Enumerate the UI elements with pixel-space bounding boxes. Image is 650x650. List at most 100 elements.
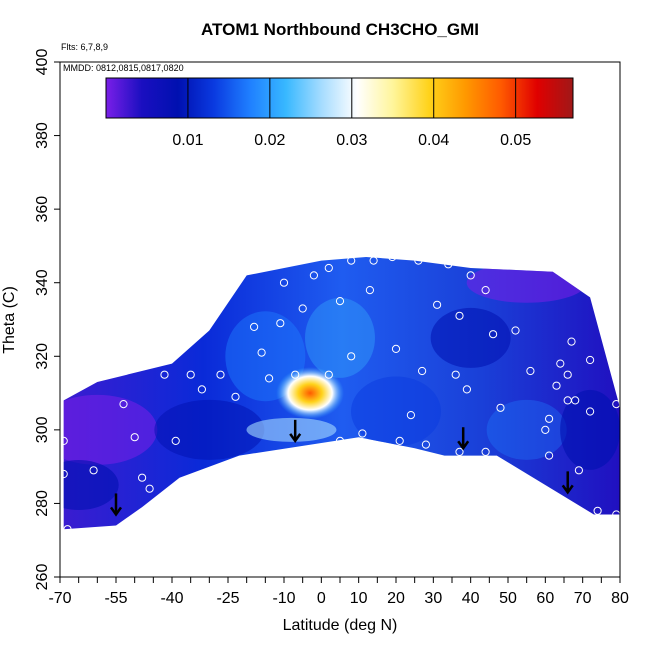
- sample-point: [444, 260, 453, 269]
- heatmap-patch: [154, 399, 265, 460]
- heatmap-patch: [560, 389, 620, 470]
- sample-point: [63, 525, 72, 534]
- x-tick-label: 70: [574, 590, 592, 607]
- sample-point: [186, 370, 195, 379]
- sample-point: [324, 370, 333, 379]
- sample-point: [481, 286, 490, 295]
- sample-point: [545, 414, 554, 423]
- sample-point: [365, 286, 374, 295]
- x-axis-label: Latitude (deg N): [283, 617, 398, 634]
- down-arrow: [109, 493, 123, 517]
- sample-point: [119, 400, 128, 409]
- sample-point: [238, 458, 247, 468]
- y-tick-label: 380: [34, 122, 51, 149]
- y-axis-label: Theta (C): [1, 286, 18, 354]
- sample-point: [496, 403, 505, 412]
- x-tick-label: 40: [462, 590, 480, 607]
- sample-point: [489, 330, 498, 339]
- colorbar-ticks: 0.01 0.02 0.03 0.04 0.05: [172, 78, 531, 149]
- dates-label: MMDD: 0812,0815,0817,0820: [63, 63, 184, 73]
- sample-point: [298, 304, 307, 313]
- heatmap-patch: [486, 399, 567, 460]
- sample-point: [414, 256, 423, 265]
- heatmap-patch: [466, 262, 587, 303]
- sample-point: [279, 278, 289, 287]
- heatmap-patch: [63, 460, 119, 511]
- sample-point: [433, 300, 442, 309]
- sample-point: [418, 366, 427, 376]
- flights-label: Flts: 6,7,8,9: [61, 42, 108, 52]
- x-tick-label: -55: [104, 590, 127, 607]
- sample-point: [347, 352, 356, 361]
- sample-point: [265, 374, 274, 383]
- sample-point: [160, 370, 169, 379]
- sample-point: [481, 447, 490, 456]
- x-tick-label: 10: [350, 590, 368, 607]
- x-tick-label: 30: [424, 590, 442, 607]
- sample-point: [216, 370, 225, 379]
- sample-point: [395, 436, 404, 445]
- sample-point: [511, 326, 520, 335]
- sample-point: [197, 385, 206, 394]
- sample-point: [231, 392, 240, 401]
- colorbar-tick-label: 0.04: [418, 132, 449, 149]
- y-tick-label: 260: [34, 564, 51, 591]
- x-tick-label: 50: [499, 590, 517, 607]
- colorbar-tick-label: 0.01: [172, 132, 203, 149]
- down-arrow: [457, 427, 470, 451]
- heatmap-maximum: [276, 367, 345, 420]
- sample-points: [59, 252, 621, 534]
- sample-point: [205, 469, 214, 479]
- sample-point: [541, 425, 550, 434]
- sample-point: [571, 396, 580, 405]
- heatmap-patch: [246, 417, 337, 442]
- sample-point: [388, 252, 397, 262]
- sample-point: [567, 337, 576, 346]
- colorbar-tick-label: 0.02: [254, 132, 285, 149]
- sample-point: [545, 451, 554, 460]
- sample-point: [276, 319, 285, 328]
- sample-point: [335, 436, 345, 445]
- sample-point: [462, 385, 471, 394]
- down-arrow: [289, 419, 302, 444]
- sample-point: [130, 433, 139, 442]
- sample-point: [347, 256, 356, 265]
- y-axis: 260 280 300 320 340 360 380 400: [34, 49, 60, 591]
- sample-point: [89, 466, 98, 475]
- x-tick-label: 20: [387, 590, 405, 607]
- heatmap-patch: [63, 394, 158, 465]
- sample-point: [149, 510, 158, 519]
- x-axis: -70 -55 -40 -25 -10 0 10 20 30 40 50 60 70 80: [48, 577, 629, 607]
- sample-point: [391, 344, 401, 353]
- y-tick-label: 340: [34, 269, 51, 296]
- heatmap-patch: [430, 307, 511, 368]
- x-tick-label: 60: [536, 590, 554, 607]
- sample-point: [406, 411, 415, 420]
- sample-point: [574, 466, 584, 475]
- sample-point: [593, 506, 602, 515]
- colorbar-tick-label: 0.03: [336, 132, 367, 149]
- sample-point: [358, 429, 367, 438]
- profile-arrows: [109, 419, 574, 517]
- sample-point: [526, 366, 535, 376]
- sample-point: [586, 355, 595, 365]
- y-tick-label: 400: [34, 49, 51, 76]
- x-tick-label: 80: [611, 590, 629, 607]
- sample-point: [171, 436, 180, 445]
- y-tick-label: 300: [34, 416, 51, 443]
- x-tick-label: -70: [48, 590, 71, 607]
- sample-point: [567, 506, 576, 515]
- sample-point: [324, 263, 333, 273]
- sample-point: [257, 348, 266, 357]
- chart-title: ATOM1 Northbound CH3CHO_GMI: [201, 20, 479, 39]
- y-tick-label: 280: [34, 490, 51, 517]
- heatmap-patch: [351, 376, 441, 447]
- x-tick-label: -10: [272, 590, 295, 607]
- sample-point: [421, 440, 430, 449]
- sample-point: [309, 271, 318, 280]
- sample-point: [556, 359, 565, 368]
- sample-point: [455, 447, 464, 456]
- colorbar-bar: [105, 77, 574, 119]
- sample-point: [563, 370, 572, 379]
